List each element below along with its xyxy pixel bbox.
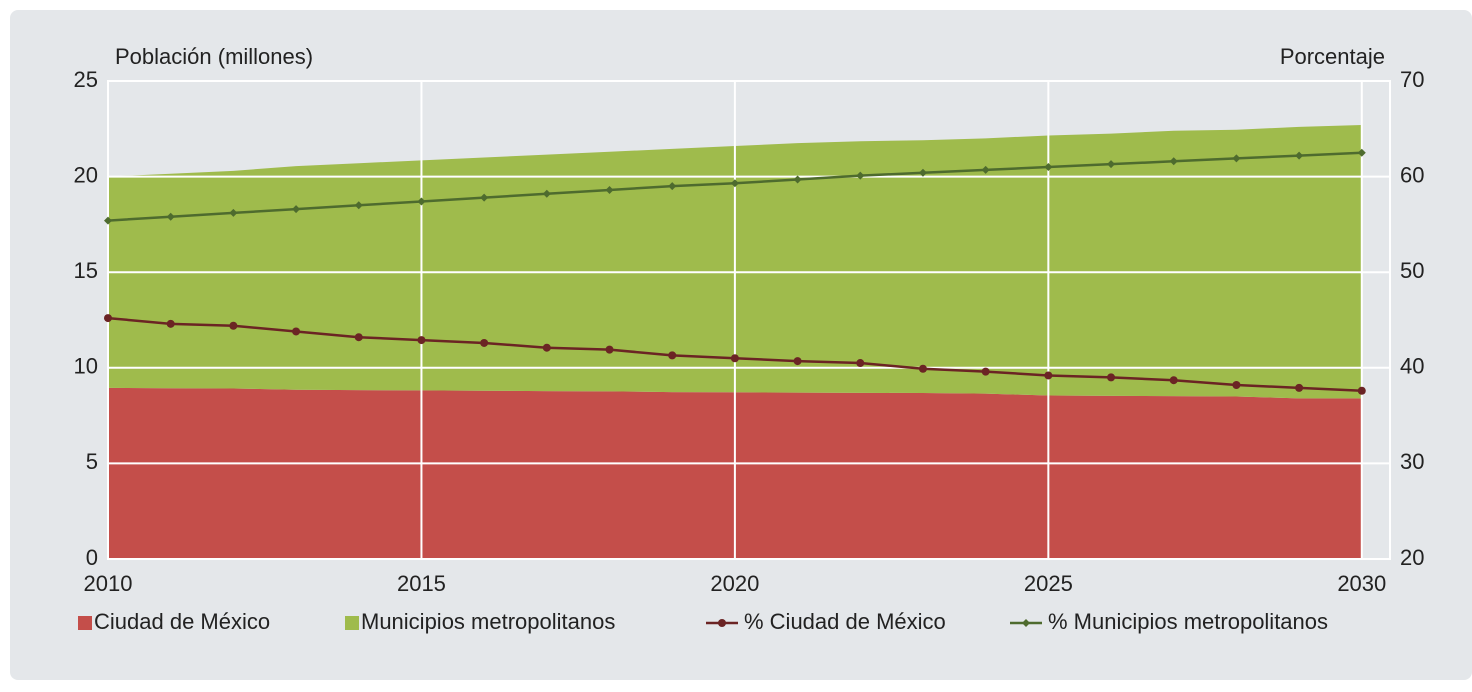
y2-tick-label: 20: [1400, 545, 1424, 570]
marker: [856, 359, 865, 368]
marker: [417, 197, 426, 206]
legend-label: Municipios metropolitanos: [361, 609, 615, 634]
marker: [1357, 148, 1366, 157]
y2-tick-label: 60: [1400, 162, 1424, 187]
marker: [918, 168, 927, 177]
legend-label: % Municipios metropolitanos: [1048, 609, 1328, 634]
marker: [292, 327, 301, 336]
y-tick-label: 5: [86, 449, 98, 474]
marker: [354, 333, 363, 342]
y-axis-label: Población (millones): [115, 44, 313, 69]
marker: [104, 216, 112, 225]
legend-label: Ciudad de México: [94, 609, 270, 634]
marker: [1357, 386, 1366, 395]
marker: [1295, 151, 1304, 160]
y2-tick-label: 70: [1400, 67, 1424, 92]
y2-tick-label: 50: [1400, 258, 1424, 283]
marker: [166, 319, 175, 328]
legend-swatch: [78, 616, 92, 630]
x-tick-label: 2030: [1337, 571, 1386, 596]
marker: [1232, 381, 1241, 390]
marker: [668, 182, 677, 191]
marker: [354, 201, 363, 210]
marker: [1169, 376, 1178, 385]
marker: [417, 336, 426, 345]
marker: [1044, 163, 1053, 172]
marker: [856, 171, 865, 180]
marker: [1295, 383, 1304, 392]
y-tick-label: 0: [86, 545, 98, 570]
marker: [542, 189, 551, 198]
legend-label: % Ciudad de México: [744, 609, 946, 634]
legend-marker: [1022, 619, 1030, 627]
marker: [292, 205, 301, 214]
marker: [793, 175, 802, 184]
marker: [1044, 371, 1053, 380]
marker: [1107, 160, 1116, 169]
y-tick-label: 10: [74, 354, 98, 379]
marker: [605, 345, 614, 354]
y-tick-label: 15: [74, 258, 98, 283]
marker: [229, 321, 238, 330]
y-tick-label: 25: [74, 67, 98, 92]
x-tick-label: 2015: [397, 571, 446, 596]
marker: [668, 351, 677, 360]
marker: [166, 212, 175, 221]
marker: [480, 338, 489, 347]
marker: [981, 165, 990, 174]
marker: [229, 208, 238, 217]
marker: [1169, 157, 1178, 166]
x-tick-label: 2025: [1024, 571, 1073, 596]
x-tick-label: 2010: [84, 571, 133, 596]
legend-marker: [718, 619, 726, 627]
marker: [1107, 373, 1116, 382]
marker: [981, 367, 990, 376]
marker: [605, 185, 614, 194]
marker: [542, 343, 551, 352]
y-tick-label: 20: [74, 162, 98, 187]
marker: [730, 179, 739, 188]
marker: [1232, 154, 1241, 163]
marker: [480, 193, 489, 202]
marker: [104, 314, 112, 323]
marker: [793, 357, 802, 366]
legend-swatch: [345, 616, 359, 630]
marker: [918, 364, 927, 373]
x-tick-label: 2020: [710, 571, 759, 596]
y2-tick-label: 30: [1400, 449, 1424, 474]
y2-tick-label: 40: [1400, 354, 1424, 379]
y2-axis-label: Porcentaje: [1280, 44, 1385, 69]
marker: [730, 354, 739, 363]
